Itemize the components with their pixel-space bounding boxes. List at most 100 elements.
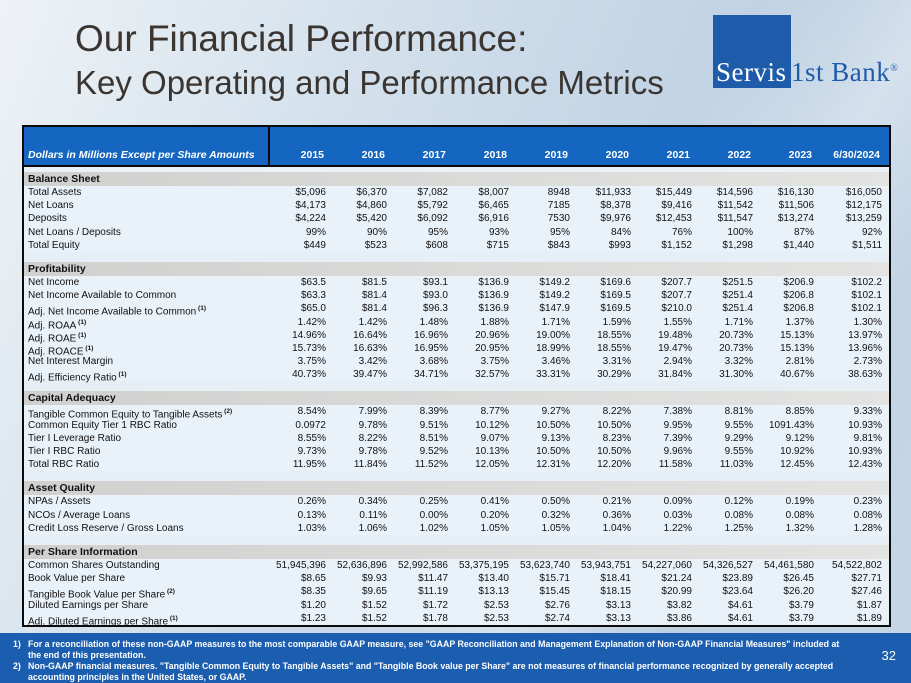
cell-value: $449 [303, 239, 326, 251]
cell-value: 31.84% [658, 369, 692, 381]
cell-value: $27.46 [851, 586, 882, 598]
cell-value: 31.30% [719, 369, 753, 381]
cell-value: 9.73% [297, 446, 326, 457]
cell-value: 34.71% [414, 369, 448, 381]
cell-value: $5,420 [356, 213, 387, 225]
cell-value: $11.19 [418, 586, 448, 598]
logo-blue-square: Servis [713, 15, 791, 88]
cell-value: $18.41 [600, 573, 631, 585]
table-row: NPAs / Assets 0.26% 0.34% 0.25% 0.41% 0.50% 0.… [24, 495, 889, 508]
cell-value: $993 [608, 239, 631, 251]
cell-value: $715 [486, 239, 509, 251]
cell-value: 13.97% [848, 329, 882, 341]
cell-value: $102.1 [851, 303, 882, 315]
cell-value: 1.59% [602, 316, 631, 328]
cell-value: $93.1 [422, 276, 448, 288]
cell-value: $15.71 [539, 573, 570, 585]
row-label: Adj. ROAA (1) [28, 318, 87, 331]
table-row: Tier I RBC Ratio 9.73% 9.78% 9.52% 10.13% 10.… [24, 445, 889, 458]
title-line-1: Our Financial Performance: [75, 18, 528, 59]
cell-value: 10.50% [536, 419, 570, 431]
cell-value: 3.75% [480, 356, 509, 368]
cell-value: 0.12% [724, 496, 753, 508]
cell-value: 0.20% [480, 509, 509, 521]
table-row: Adj. ROAA (1) 1.42% 1.42% 1.48% 1.88% 1.71% 1.… [24, 316, 889, 331]
cell-value: 40.73% [292, 369, 326, 381]
cell-value: 1.88% [480, 316, 509, 328]
logo-text-servis: Servis [716, 57, 787, 87]
cell-value: $1.89 [856, 612, 882, 624]
footnote-number: 2) [13, 661, 21, 671]
table-row: Adj. ROAE (1) 14.96% 16.64% 16.96% 20.96% 19.… [24, 329, 889, 344]
cell-value: $96.3 [422, 303, 448, 315]
row-label: Net Interest Margin [28, 356, 114, 368]
cell-value: 52,992,586 [397, 559, 448, 571]
row-label: Adj. Net Income Available to Common (1) [28, 305, 206, 318]
row-label: Net Loans / Deposits [28, 226, 121, 238]
cell-value: 2.94% [663, 356, 692, 368]
financial-metrics-table: Dollars in Millions Except per Share Amo… [22, 125, 891, 627]
row-label: Common Shares Outstanding [28, 559, 160, 571]
cell-value: $11.47 [418, 573, 448, 585]
cell-value: 8948 [547, 187, 570, 198]
cell-value: 1.71% [541, 316, 570, 328]
cell-value: 0.08% [853, 509, 882, 521]
cell-value: 0.08% [724, 509, 753, 521]
year-column-header: 2020 [605, 149, 629, 161]
cell-value: 16.63% [353, 342, 387, 354]
cell-value: 9.81% [853, 432, 882, 444]
cell-value: $12,453 [655, 213, 692, 225]
cell-value: 2.81% [785, 356, 814, 368]
cell-value: $6,465 [478, 200, 509, 212]
row-label: Diluted Earnings per Share [28, 599, 149, 611]
cell-value: 10.13% [475, 446, 509, 457]
cell-value: $26.20 [783, 586, 814, 598]
cell-value: 10.93% [848, 446, 882, 457]
cell-value: 3.68% [419, 356, 448, 368]
cell-value: 9.95% [663, 419, 692, 431]
cell-value: 30.29% [597, 369, 631, 381]
cell-value: 1.48% [419, 316, 448, 328]
cell-value: $21.24 [661, 573, 692, 585]
cell-value: 7.38% [663, 406, 692, 418]
cell-value: 12.31% [536, 459, 570, 471]
table-row: Book Value per Share $8.65 $9.93 $11.47 $13.… [24, 572, 889, 585]
cell-value: $13.40 [478, 573, 509, 585]
cell-value: 53,623,740 [519, 559, 570, 571]
cell-value: $210.0 [661, 303, 692, 315]
cell-value: 16.64% [353, 329, 387, 341]
cell-value: 10.50% [597, 446, 631, 457]
cell-value: 12.05% [475, 459, 509, 471]
year-column-header: 2023 [788, 149, 812, 161]
cell-value: $3.13 [605, 599, 631, 611]
cell-value: 1.22% [663, 522, 692, 534]
table-row: Deposits $4,224 $5,420 $6,092 $6,916 7530 $9,9… [24, 212, 889, 225]
cell-value: 51,945,396 [275, 559, 326, 571]
cell-value: $63.5 [300, 276, 326, 288]
table-row: NCOs / Average Loans 0.13% 0.11% 0.00% 0.20%… [24, 509, 889, 522]
cell-value: $63.3 [300, 290, 326, 302]
cell-value: 40.67% [780, 369, 814, 381]
cell-value: 7.99% [358, 406, 387, 418]
cell-value: $6,092 [417, 213, 448, 225]
cell-value: 19.48% [658, 329, 692, 341]
cell-value: 9.51% [419, 419, 448, 431]
year-column-header: 6/30/2024 [833, 149, 880, 161]
cell-value: 99% [305, 226, 326, 238]
cell-value: 0.25% [419, 496, 448, 508]
cell-value: 9.33% [853, 406, 882, 418]
cell-value: $206.8 [783, 303, 814, 315]
cell-value: $23.64 [722, 586, 753, 598]
cell-value: 38.63% [848, 369, 882, 381]
cell-value: 52,636,896 [336, 559, 387, 571]
cell-value: 9.27% [541, 406, 570, 418]
cell-value: $2.74 [544, 612, 570, 624]
footer-band: 1) For a reconciliation of these non-GAAP… [0, 633, 911, 683]
cell-value: $13.13 [478, 586, 509, 598]
row-label: Adj. Diluted Earnings per Share (1) [28, 614, 178, 628]
section-header: Capital Adequacy [24, 391, 889, 406]
footnote-number: 1) [13, 639, 21, 649]
footnote: 1) For a reconciliation of these non-GAAP… [0, 639, 848, 661]
cell-value: 3.32% [724, 356, 753, 368]
table-row: Net Loans $4,173 $4,860 $5,792 $6,465 7185 $8,… [24, 199, 889, 212]
